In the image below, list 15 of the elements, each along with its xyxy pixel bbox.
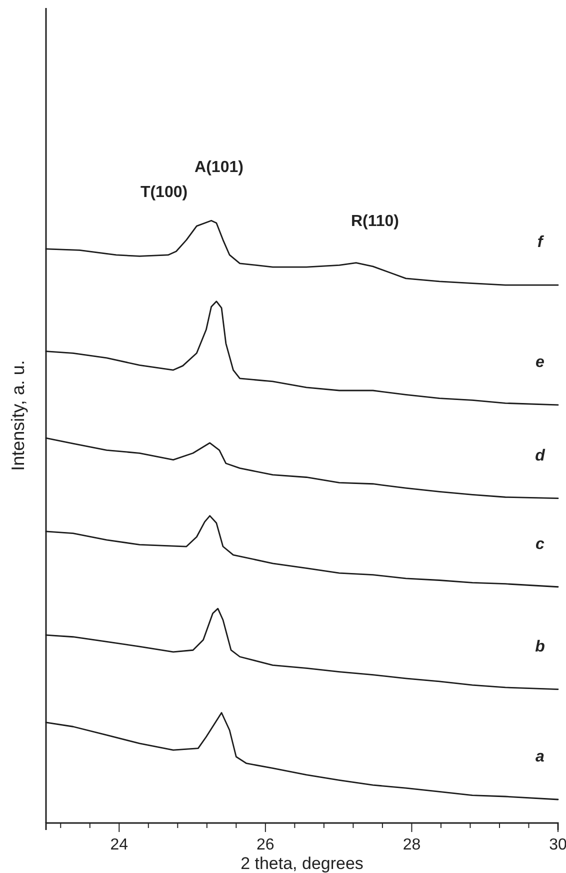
x-axis-title: 2 theta, degrees	[240, 854, 364, 873]
text: f	[537, 234, 544, 252]
text: c	[536, 536, 545, 553]
y-axis-title: Intensity, a. u.	[8, 360, 28, 471]
text: d	[535, 447, 546, 464]
text: A(101)	[194, 159, 244, 176]
x-tick-label: 26	[256, 836, 274, 854]
text: e	[536, 354, 545, 371]
text: b	[535, 638, 546, 656]
x-tick-label: 28	[402, 836, 421, 854]
x-tick-label: 30	[549, 836, 566, 854]
annotation: R(110)	[350, 213, 400, 230]
text: a	[536, 748, 545, 766]
text: T(100)	[140, 184, 188, 202]
x-tick-label: 24	[110, 836, 128, 854]
